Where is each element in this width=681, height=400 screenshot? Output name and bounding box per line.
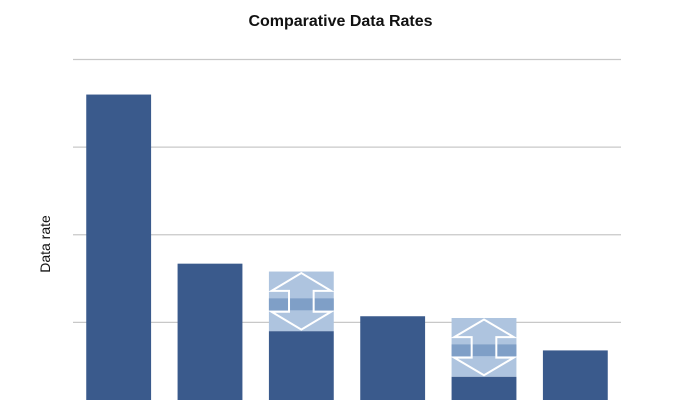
bar [177,263,243,400]
double-arrow-icon [450,318,518,377]
bar [360,316,426,400]
range-band-mid [268,298,334,311]
double-arrow-icon [267,271,335,331]
bar [451,376,517,400]
gridlines [73,58,621,323]
bar-series [86,94,608,400]
bar [542,350,608,400]
bar [86,94,152,400]
variable-range-overlays [267,271,518,377]
range-band-mid [451,344,517,357]
chart-title: Comparative Data Rates [248,13,433,30]
bar [268,331,334,400]
